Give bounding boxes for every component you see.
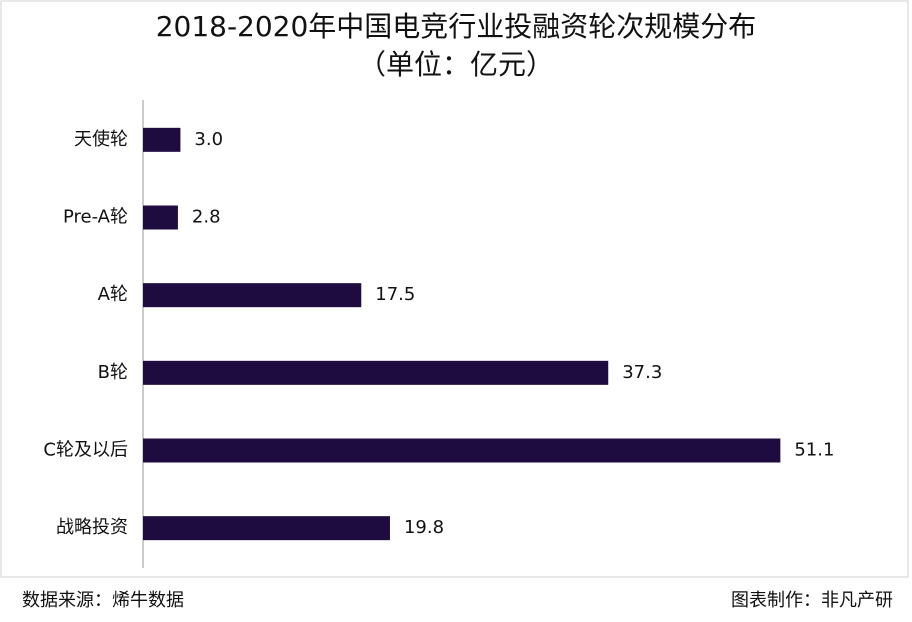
bar [143,205,178,230]
y-tick-label: 天使轮 [74,129,128,150]
value-label: 17.5 [375,284,415,305]
value-label: 3.0 [194,129,223,150]
bar [143,438,781,463]
value-label: 37.3 [622,362,662,383]
credit-note: 图表制作：非凡产研 [731,590,893,611]
y-tick-label: C轮及以后 [43,440,128,461]
source-note: 数据来源：烯牛数据 [22,590,184,611]
y-tick-label: A轮 [98,284,128,305]
value-label: 2.8 [192,207,221,228]
bar [143,127,181,152]
chart-title: 2018-2020年中国电竞行业投融资轮次规模分布 [156,10,757,43]
y-tick-label: 战略投资 [56,517,128,538]
bar [143,360,609,385]
value-label: 51.1 [794,440,834,461]
value-label: 19.8 [404,517,444,538]
bar [143,516,390,541]
y-tick-label: B轮 [98,362,128,383]
bar [143,283,362,308]
chart-frame [0,0,909,578]
y-tick-label: Pre-A轮 [63,207,128,228]
chart-subtitle: （单位：亿元） [358,48,554,81]
